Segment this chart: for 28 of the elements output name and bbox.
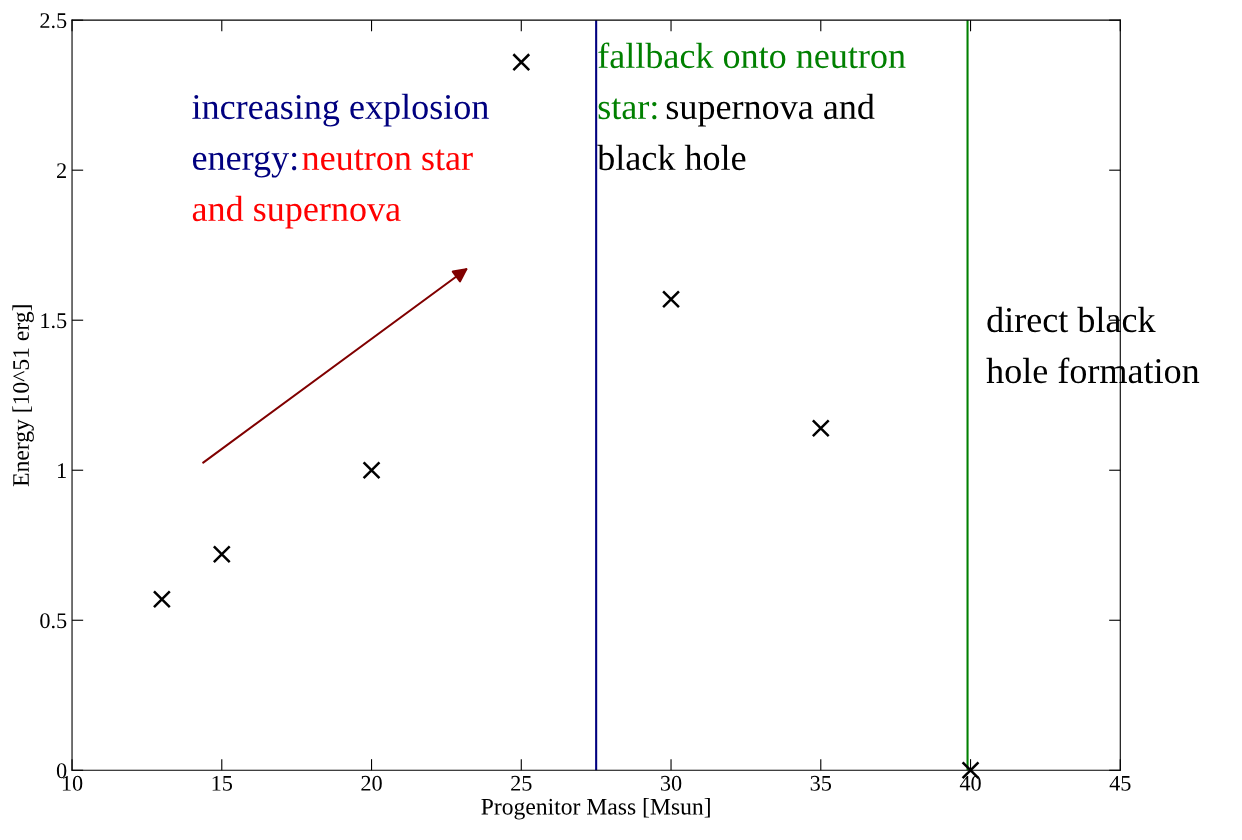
annotation: increasing explosion	[192, 93, 489, 127]
point	[152, 590, 172, 609]
y-tick-label: 2.5	[40, 13, 67, 29]
x-tick-label: 15	[212, 775, 233, 791]
point	[811, 419, 830, 438]
x-tick-label: 30	[660, 775, 682, 791]
annotation: star:	[598, 98, 657, 120]
y-axis-title: Energy [10^51 erg]	[12, 305, 34, 487]
y-tick-label: 2	[57, 163, 66, 178]
annotation: and supernova	[192, 195, 401, 229]
annotation: black hole	[597, 144, 746, 171]
point	[512, 53, 531, 72]
annotation: neutron star	[302, 149, 473, 171]
point	[362, 461, 381, 480]
x-tick-label: 20	[361, 775, 382, 791]
annotation: supernova and	[666, 93, 875, 127]
y-tick-label: 1	[58, 463, 66, 478]
annotation: energy:	[192, 151, 297, 178]
x-tick-label: 40	[959, 775, 981, 791]
x-tick-label: 25	[511, 775, 532, 791]
point	[661, 290, 681, 309]
x-tick-label: 35	[810, 775, 832, 791]
x-tick-label: 45	[1109, 775, 1131, 791]
x-axis-title: Progenitor Mass [Msun]	[481, 798, 710, 820]
y-tick-label: 0.5	[40, 613, 67, 629]
point	[212, 545, 231, 564]
annotation: fallback onto neutron	[598, 42, 906, 69]
y-tick-label: 1.5	[41, 313, 67, 329]
